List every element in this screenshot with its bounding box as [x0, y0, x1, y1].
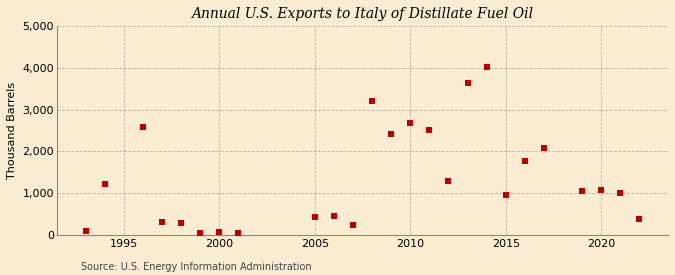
Point: [157, 219, 167, 224]
Point: [481, 65, 492, 69]
Text: Source: U.S. Energy Information Administration: Source: U.S. Energy Information Administ…: [81, 262, 312, 272]
Point: [233, 230, 244, 235]
Point: [329, 214, 340, 218]
Point: [99, 182, 110, 186]
Point: [385, 132, 396, 136]
Point: [195, 230, 206, 235]
Point: [309, 215, 320, 219]
Point: [367, 99, 377, 103]
Point: [615, 190, 626, 195]
Point: [520, 159, 531, 164]
Point: [500, 192, 511, 197]
Point: [424, 127, 435, 132]
Point: [214, 230, 225, 234]
Y-axis label: Thousand Barrels: Thousand Barrels: [7, 82, 17, 179]
Point: [176, 221, 186, 225]
Title: Annual U.S. Exports to Italy of Distillate Fuel Oil: Annual U.S. Exports to Italy of Distilla…: [192, 7, 533, 21]
Point: [539, 146, 549, 151]
Point: [596, 188, 607, 192]
Point: [348, 223, 358, 227]
Point: [634, 217, 645, 221]
Point: [138, 125, 148, 129]
Point: [462, 81, 473, 85]
Point: [405, 121, 416, 125]
Point: [576, 189, 587, 194]
Point: [80, 229, 91, 233]
Point: [443, 179, 454, 183]
